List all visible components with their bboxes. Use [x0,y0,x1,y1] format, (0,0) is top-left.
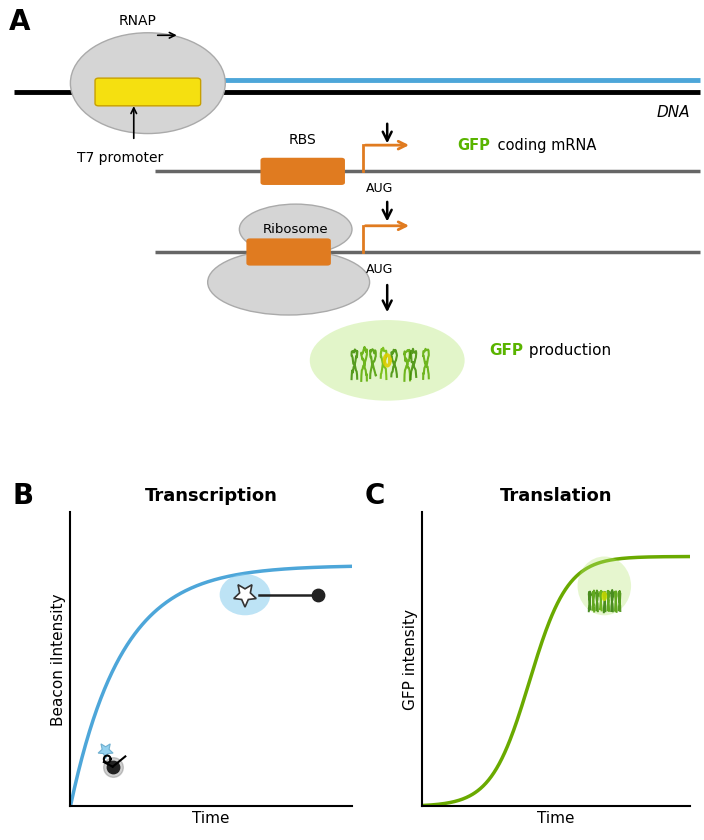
Point [313,588,324,601]
Text: Ribosome: Ribosome [263,223,329,236]
Text: DNA: DNA [656,105,690,120]
Title: Transcription: Transcription [145,487,277,506]
Text: T7 promoter: T7 promoter [77,151,164,165]
Ellipse shape [577,557,631,615]
Text: AUG: AUG [366,182,394,196]
Polygon shape [234,585,256,607]
Y-axis label: Beacon iIntensity: Beacon iIntensity [51,593,66,726]
Text: production: production [524,343,612,358]
Title: Translation: Translation [500,487,612,506]
Text: RNAP: RNAP [118,13,156,28]
Ellipse shape [220,575,270,615]
FancyBboxPatch shape [260,158,345,185]
Point [107,760,118,774]
Ellipse shape [239,204,352,255]
Ellipse shape [70,33,225,134]
Point [107,760,118,774]
Text: A: A [8,8,30,35]
Text: coding mRNA: coding mRNA [493,138,596,153]
Text: GFP: GFP [489,343,523,358]
Text: RBS: RBS [289,134,317,147]
FancyBboxPatch shape [246,239,331,265]
Y-axis label: GFP intensity: GFP intensity [403,609,418,710]
FancyBboxPatch shape [95,78,201,106]
Polygon shape [98,744,113,759]
Ellipse shape [310,320,465,401]
Ellipse shape [208,249,370,315]
Text: C: C [365,481,385,510]
X-axis label: Time: Time [192,811,230,826]
Text: B: B [13,481,34,510]
Text: AUG: AUG [366,263,394,276]
X-axis label: Time: Time [537,811,575,826]
Text: GFP: GFP [458,138,491,153]
